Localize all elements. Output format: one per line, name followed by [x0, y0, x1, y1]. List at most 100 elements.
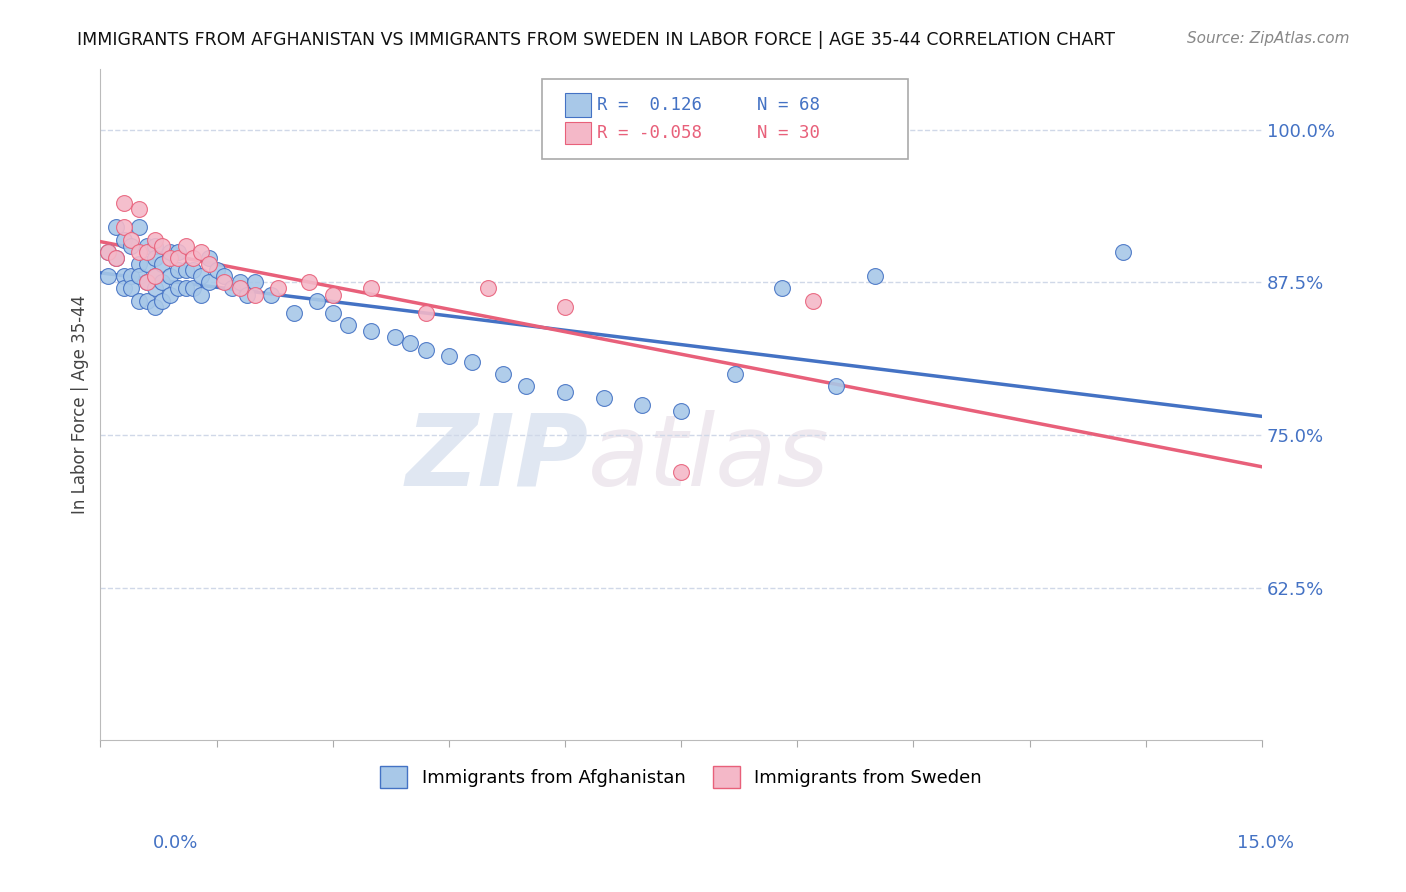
Point	[120, 238, 142, 252]
Point	[166, 281, 188, 295]
Text: atlas: atlas	[588, 409, 830, 507]
Point	[283, 306, 305, 320]
Point	[112, 269, 135, 284]
Text: Source: ZipAtlas.com: Source: ZipAtlas.com	[1187, 31, 1350, 46]
Text: IMMIGRANTS FROM AFGHANISTAN VS IMMIGRANTS FROM SWEDEN IN LABOR FORCE | AGE 35-44: IMMIGRANTS FROM AFGHANISTAN VS IMMIGRANT…	[77, 31, 1115, 49]
Point	[135, 238, 157, 252]
Point	[592, 392, 614, 406]
Point	[267, 281, 290, 295]
Point	[174, 263, 197, 277]
Point	[245, 276, 267, 290]
FancyBboxPatch shape	[565, 122, 591, 145]
Point	[174, 238, 197, 252]
Point	[461, 355, 484, 369]
Point	[135, 293, 157, 308]
Y-axis label: In Labor Force | Age 35-44: In Labor Force | Age 35-44	[72, 295, 89, 514]
Point	[477, 281, 499, 295]
Point	[159, 244, 181, 259]
Point	[190, 244, 212, 259]
Point	[197, 257, 219, 271]
Point	[159, 269, 181, 284]
Point	[236, 287, 259, 301]
Point	[150, 293, 173, 308]
Point	[384, 330, 406, 344]
Point	[492, 367, 515, 381]
Text: 15.0%: 15.0%	[1237, 834, 1294, 852]
Point	[825, 379, 848, 393]
Point	[135, 276, 157, 290]
Point	[97, 244, 120, 259]
Point	[128, 293, 150, 308]
Point	[112, 195, 135, 210]
Point	[245, 287, 267, 301]
Point	[120, 269, 142, 284]
Point	[415, 343, 437, 357]
Text: R =  0.126: R = 0.126	[598, 95, 703, 114]
Text: R = -0.058: R = -0.058	[598, 124, 703, 142]
Point	[143, 233, 166, 247]
Point	[181, 251, 204, 265]
Point	[112, 220, 135, 235]
Point	[97, 269, 120, 284]
Point	[181, 281, 204, 295]
Point	[801, 293, 824, 308]
Point	[1111, 244, 1133, 259]
Point	[174, 281, 197, 295]
Point	[554, 300, 576, 314]
Point	[322, 287, 344, 301]
FancyBboxPatch shape	[565, 93, 591, 117]
Point	[669, 403, 692, 417]
Point	[260, 287, 283, 301]
FancyBboxPatch shape	[541, 78, 908, 160]
Point	[437, 349, 460, 363]
Point	[143, 269, 166, 284]
Point	[197, 251, 219, 265]
Point	[104, 220, 127, 235]
Point	[150, 257, 173, 271]
Point	[399, 336, 422, 351]
Point	[669, 465, 692, 479]
Point	[135, 244, 157, 259]
Point	[150, 238, 173, 252]
Point	[128, 269, 150, 284]
Point	[143, 238, 166, 252]
Point	[128, 202, 150, 216]
Point	[128, 220, 150, 235]
Point	[143, 281, 166, 295]
Point	[863, 269, 886, 284]
Point	[120, 233, 142, 247]
Point	[112, 281, 135, 295]
Point	[197, 276, 219, 290]
Point	[415, 306, 437, 320]
Point	[128, 257, 150, 271]
Point	[135, 257, 157, 271]
Point	[97, 244, 120, 259]
Point	[229, 276, 252, 290]
Point	[181, 263, 204, 277]
Point	[135, 276, 157, 290]
Point	[360, 281, 382, 295]
Point	[190, 287, 212, 301]
Point	[770, 281, 793, 295]
Point	[120, 281, 142, 295]
Point	[360, 324, 382, 338]
Point	[143, 251, 166, 265]
Point	[307, 293, 329, 308]
Point	[724, 367, 747, 381]
Point	[166, 244, 188, 259]
Point	[159, 287, 181, 301]
Point	[104, 251, 127, 265]
Point	[212, 276, 235, 290]
Text: N = 68: N = 68	[756, 95, 820, 114]
Point	[631, 397, 654, 411]
Point	[166, 263, 188, 277]
Text: N = 30: N = 30	[756, 124, 820, 142]
Point	[143, 269, 166, 284]
Point	[322, 306, 344, 320]
Point	[221, 281, 243, 295]
Point	[212, 269, 235, 284]
Point	[104, 251, 127, 265]
Text: 0.0%: 0.0%	[153, 834, 198, 852]
Point	[159, 251, 181, 265]
Point	[205, 263, 228, 277]
